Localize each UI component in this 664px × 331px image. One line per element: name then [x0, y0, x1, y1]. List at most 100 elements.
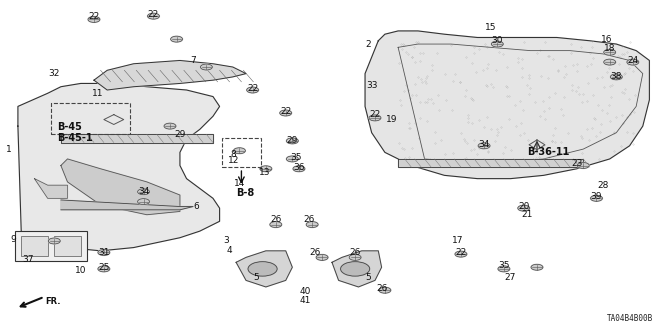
Text: 35: 35 — [290, 153, 301, 162]
Text: 25: 25 — [98, 263, 110, 272]
Polygon shape — [61, 200, 193, 210]
Circle shape — [286, 138, 298, 144]
Text: 30: 30 — [491, 36, 503, 45]
Text: 22: 22 — [456, 248, 467, 257]
Bar — [54, 236, 81, 256]
Text: 1: 1 — [7, 145, 12, 154]
Circle shape — [248, 262, 277, 276]
Circle shape — [531, 264, 543, 270]
Text: 22: 22 — [369, 110, 380, 119]
Circle shape — [379, 287, 391, 293]
Circle shape — [247, 87, 258, 93]
Polygon shape — [61, 134, 213, 143]
Polygon shape — [236, 251, 292, 287]
Text: 31: 31 — [98, 248, 110, 257]
Circle shape — [270, 222, 282, 227]
Text: 21: 21 — [521, 210, 533, 219]
Circle shape — [234, 148, 246, 154]
Text: 3: 3 — [223, 236, 229, 246]
Text: B-45
B-45-1: B-45 B-45-1 — [58, 122, 93, 143]
Text: 39: 39 — [591, 192, 602, 201]
Text: 8: 8 — [230, 150, 236, 159]
Text: 24: 24 — [627, 56, 639, 65]
Polygon shape — [398, 159, 583, 167]
Text: 22: 22 — [88, 12, 100, 21]
Polygon shape — [35, 179, 68, 198]
Text: 41: 41 — [300, 296, 311, 305]
Text: 15: 15 — [485, 23, 497, 32]
Circle shape — [171, 36, 183, 42]
Text: 34: 34 — [138, 187, 149, 196]
Circle shape — [610, 74, 622, 80]
Text: 36: 36 — [293, 163, 305, 172]
Text: B-8: B-8 — [236, 188, 254, 198]
Circle shape — [604, 49, 616, 55]
Circle shape — [590, 195, 602, 201]
Text: 32: 32 — [48, 69, 60, 78]
Text: 4: 4 — [226, 246, 232, 255]
Circle shape — [286, 156, 298, 162]
Text: 5: 5 — [253, 273, 259, 282]
Text: TA04B4B00B: TA04B4B00B — [606, 314, 653, 323]
Text: 40: 40 — [300, 287, 311, 296]
Text: 19: 19 — [386, 115, 397, 124]
Text: 26: 26 — [349, 248, 361, 257]
Circle shape — [369, 115, 381, 121]
Text: 26: 26 — [303, 215, 315, 224]
Circle shape — [341, 262, 370, 276]
Circle shape — [478, 143, 490, 149]
Text: 20: 20 — [518, 202, 529, 211]
Circle shape — [455, 251, 467, 257]
Text: 27: 27 — [505, 273, 516, 282]
Text: 2: 2 — [366, 40, 371, 49]
Bar — [51, 103, 130, 134]
Text: 13: 13 — [259, 167, 270, 176]
Text: 22: 22 — [148, 10, 159, 19]
Circle shape — [164, 123, 176, 129]
Text: FR.: FR. — [46, 297, 61, 306]
Circle shape — [349, 255, 361, 260]
Bar — [222, 138, 261, 167]
Polygon shape — [365, 31, 649, 179]
Circle shape — [137, 189, 149, 195]
Text: 29: 29 — [174, 130, 186, 139]
Polygon shape — [332, 251, 382, 287]
Text: 7: 7 — [191, 56, 196, 65]
Circle shape — [201, 64, 212, 70]
Circle shape — [627, 59, 639, 65]
Text: 33: 33 — [366, 80, 377, 90]
Circle shape — [518, 205, 530, 211]
Text: 18: 18 — [604, 44, 616, 54]
Polygon shape — [18, 83, 220, 251]
Text: 22: 22 — [280, 107, 291, 116]
Text: 38: 38 — [611, 72, 622, 81]
Text: 26: 26 — [270, 215, 282, 224]
Text: 23: 23 — [571, 159, 582, 168]
Circle shape — [137, 199, 149, 205]
Text: 16: 16 — [601, 35, 612, 44]
Text: 17: 17 — [452, 236, 463, 246]
Text: 11: 11 — [92, 89, 103, 98]
Text: 35: 35 — [498, 261, 510, 270]
Text: 28: 28 — [598, 181, 609, 190]
Text: 26: 26 — [310, 248, 321, 257]
Bar — [21, 236, 48, 256]
Text: 34: 34 — [478, 140, 490, 149]
Circle shape — [577, 163, 589, 168]
Text: 9: 9 — [11, 235, 16, 244]
Text: B-36-11: B-36-11 — [527, 147, 570, 157]
Text: 14: 14 — [234, 179, 245, 188]
Circle shape — [98, 250, 110, 256]
Circle shape — [316, 255, 328, 260]
Circle shape — [280, 110, 291, 116]
Text: 6: 6 — [194, 202, 199, 211]
Circle shape — [147, 13, 159, 19]
Text: 22: 22 — [247, 84, 258, 93]
Text: 29: 29 — [287, 136, 298, 145]
Circle shape — [306, 222, 318, 227]
Polygon shape — [94, 61, 246, 90]
Circle shape — [260, 166, 272, 172]
Circle shape — [98, 266, 110, 272]
Polygon shape — [61, 159, 180, 215]
Circle shape — [498, 266, 510, 272]
